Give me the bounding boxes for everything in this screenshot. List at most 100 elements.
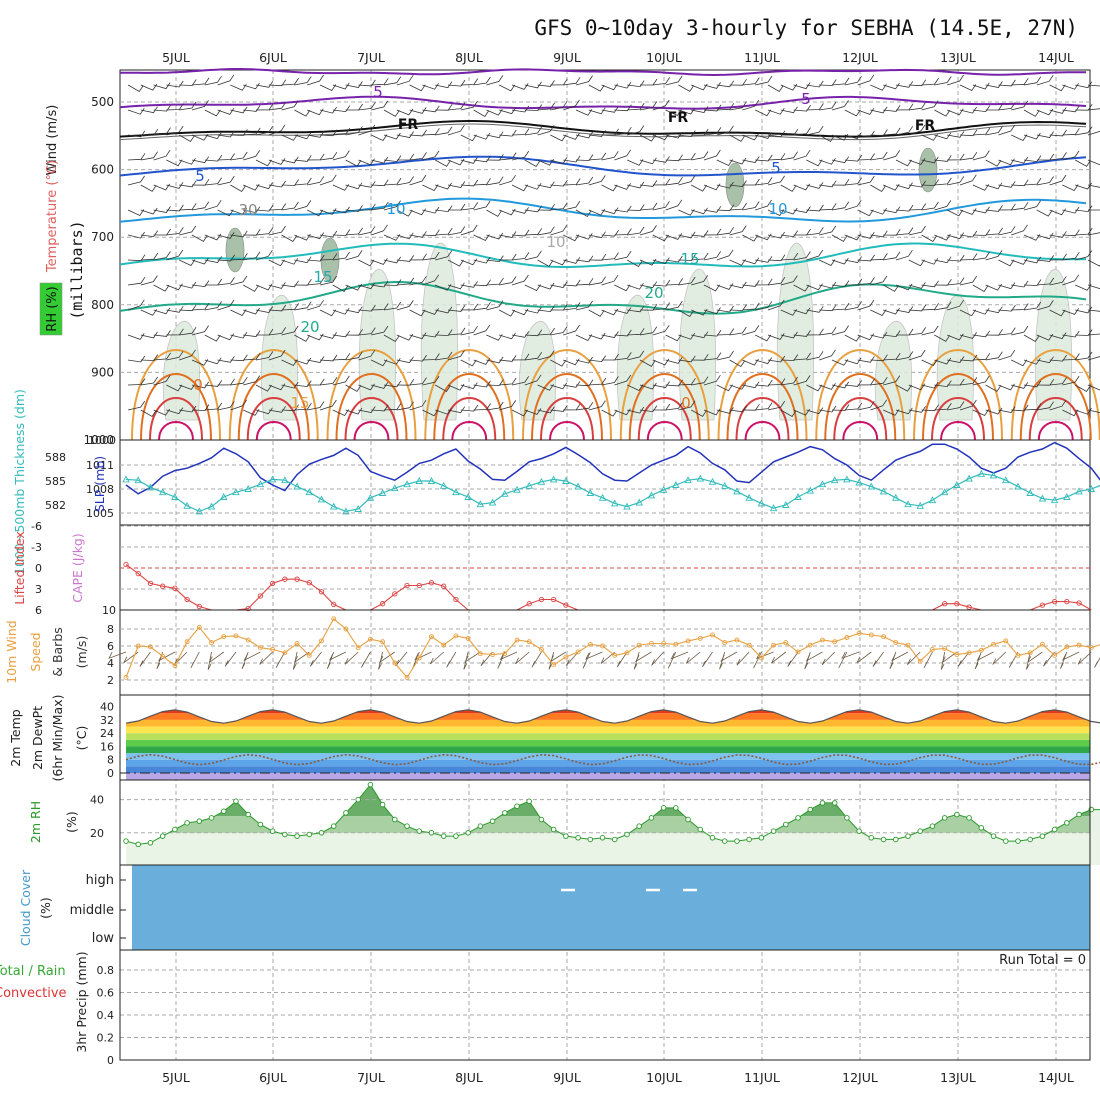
wind-barb [383,177,402,186]
li-marker [379,601,386,607]
surface-wind-barb [821,651,835,666]
bl-contour-arch [442,397,497,441]
wind-barb [191,234,208,242]
wind-barb [422,150,440,161]
wind-barb [217,333,235,341]
wind-barb [1011,78,1029,86]
wind-barb [332,127,351,136]
bl-contour-arch [326,349,417,441]
wind-barb [985,227,1003,236]
rh-marker [428,830,435,836]
wind-barb [678,175,696,186]
wind-barb [1075,182,1092,190]
surface-wind-barb [702,651,713,668]
wind-barb [972,229,991,236]
wind-barb [179,203,197,211]
rh-marker [660,805,667,811]
wind-barb [895,103,914,111]
wind-barb [563,302,581,311]
thickness-marker [354,505,362,512]
wind-barb [985,283,1002,291]
wind-barb [742,234,759,242]
wind-barb [908,124,926,136]
wind-barb [755,334,772,342]
wind-barb [959,208,977,215]
wind-barb [435,250,453,261]
wind-barb [959,230,978,238]
wind-barb [140,409,157,418]
wind-barb [307,108,324,116]
wind-barb [588,355,607,363]
wind-barb [217,232,235,239]
rh-marker [208,815,215,821]
wind-barb [332,409,349,417]
wind-barb [409,107,427,114]
wind-barb [767,299,785,311]
wind-barb [691,252,709,261]
wind-barb [1087,84,1100,87]
surface-wind-barb [976,651,994,662]
wind-barb [255,204,274,212]
precip-total-label: Total / Rain [0,964,66,979]
wind-speed-marker [881,634,887,640]
wind-barb [486,277,504,286]
wind-barb [140,252,159,261]
wind-barb [639,101,658,111]
rh-marker [514,803,520,809]
wind-barb [767,153,786,161]
wind-barb [1023,403,1042,411]
surface-wind-barb [787,651,799,667]
wind-barb [358,79,376,87]
rh-shaded-region [162,321,200,421]
wind-barb [294,334,311,342]
wind-barb [358,304,376,312]
wind-barb [959,253,978,261]
wind-barb [703,127,722,136]
wind-barb [614,104,632,112]
wind-barb [447,383,465,391]
wind-barb [998,327,1016,336]
wind-barb [319,399,337,411]
wind-barb [959,332,977,339]
wind-barb [230,331,248,339]
wind-barb [217,175,235,186]
wind-barb [959,399,977,411]
bottom-date-label: 5JUL [162,1070,190,1085]
wind-barb [422,353,440,361]
wind-barb [959,354,978,362]
wind-barb [166,227,184,236]
rh-marker [367,781,374,788]
wind-barb [396,74,414,86]
bl-contour-arch [140,373,212,441]
wind-barb [383,76,402,86]
wind-barb [921,404,939,412]
wind-barb [473,132,491,140]
wind-barb [345,227,363,236]
contour-label: 15 [290,394,309,412]
wind-barb [473,155,491,163]
wind-barb [921,325,939,336]
wind-barb [703,374,721,386]
wind-barb [703,329,722,337]
wind-barb [895,182,913,190]
wind-speed-marker [648,641,654,646]
wind-barb [819,405,837,413]
temperature-axis-label: Temperature (°C) [45,160,60,273]
wind-barb [230,354,248,362]
wind-barb [1023,76,1042,86]
wind-barb [895,351,914,361]
wind-barb [575,401,594,411]
wind-barb [499,84,516,92]
wind-barb [217,153,235,161]
wind-barb [831,302,850,311]
wind-barb [396,131,414,138]
wind-barb [767,254,786,262]
freezing-contour [119,120,1087,138]
wind-barb [563,279,581,287]
wind-speed-marker [685,638,691,644]
wind-barb [652,178,671,186]
wind-barb [870,84,887,91]
wind-barb [255,384,272,392]
wind-barb [371,303,389,311]
bottom-date-label: 14JUL [1038,1070,1074,1085]
